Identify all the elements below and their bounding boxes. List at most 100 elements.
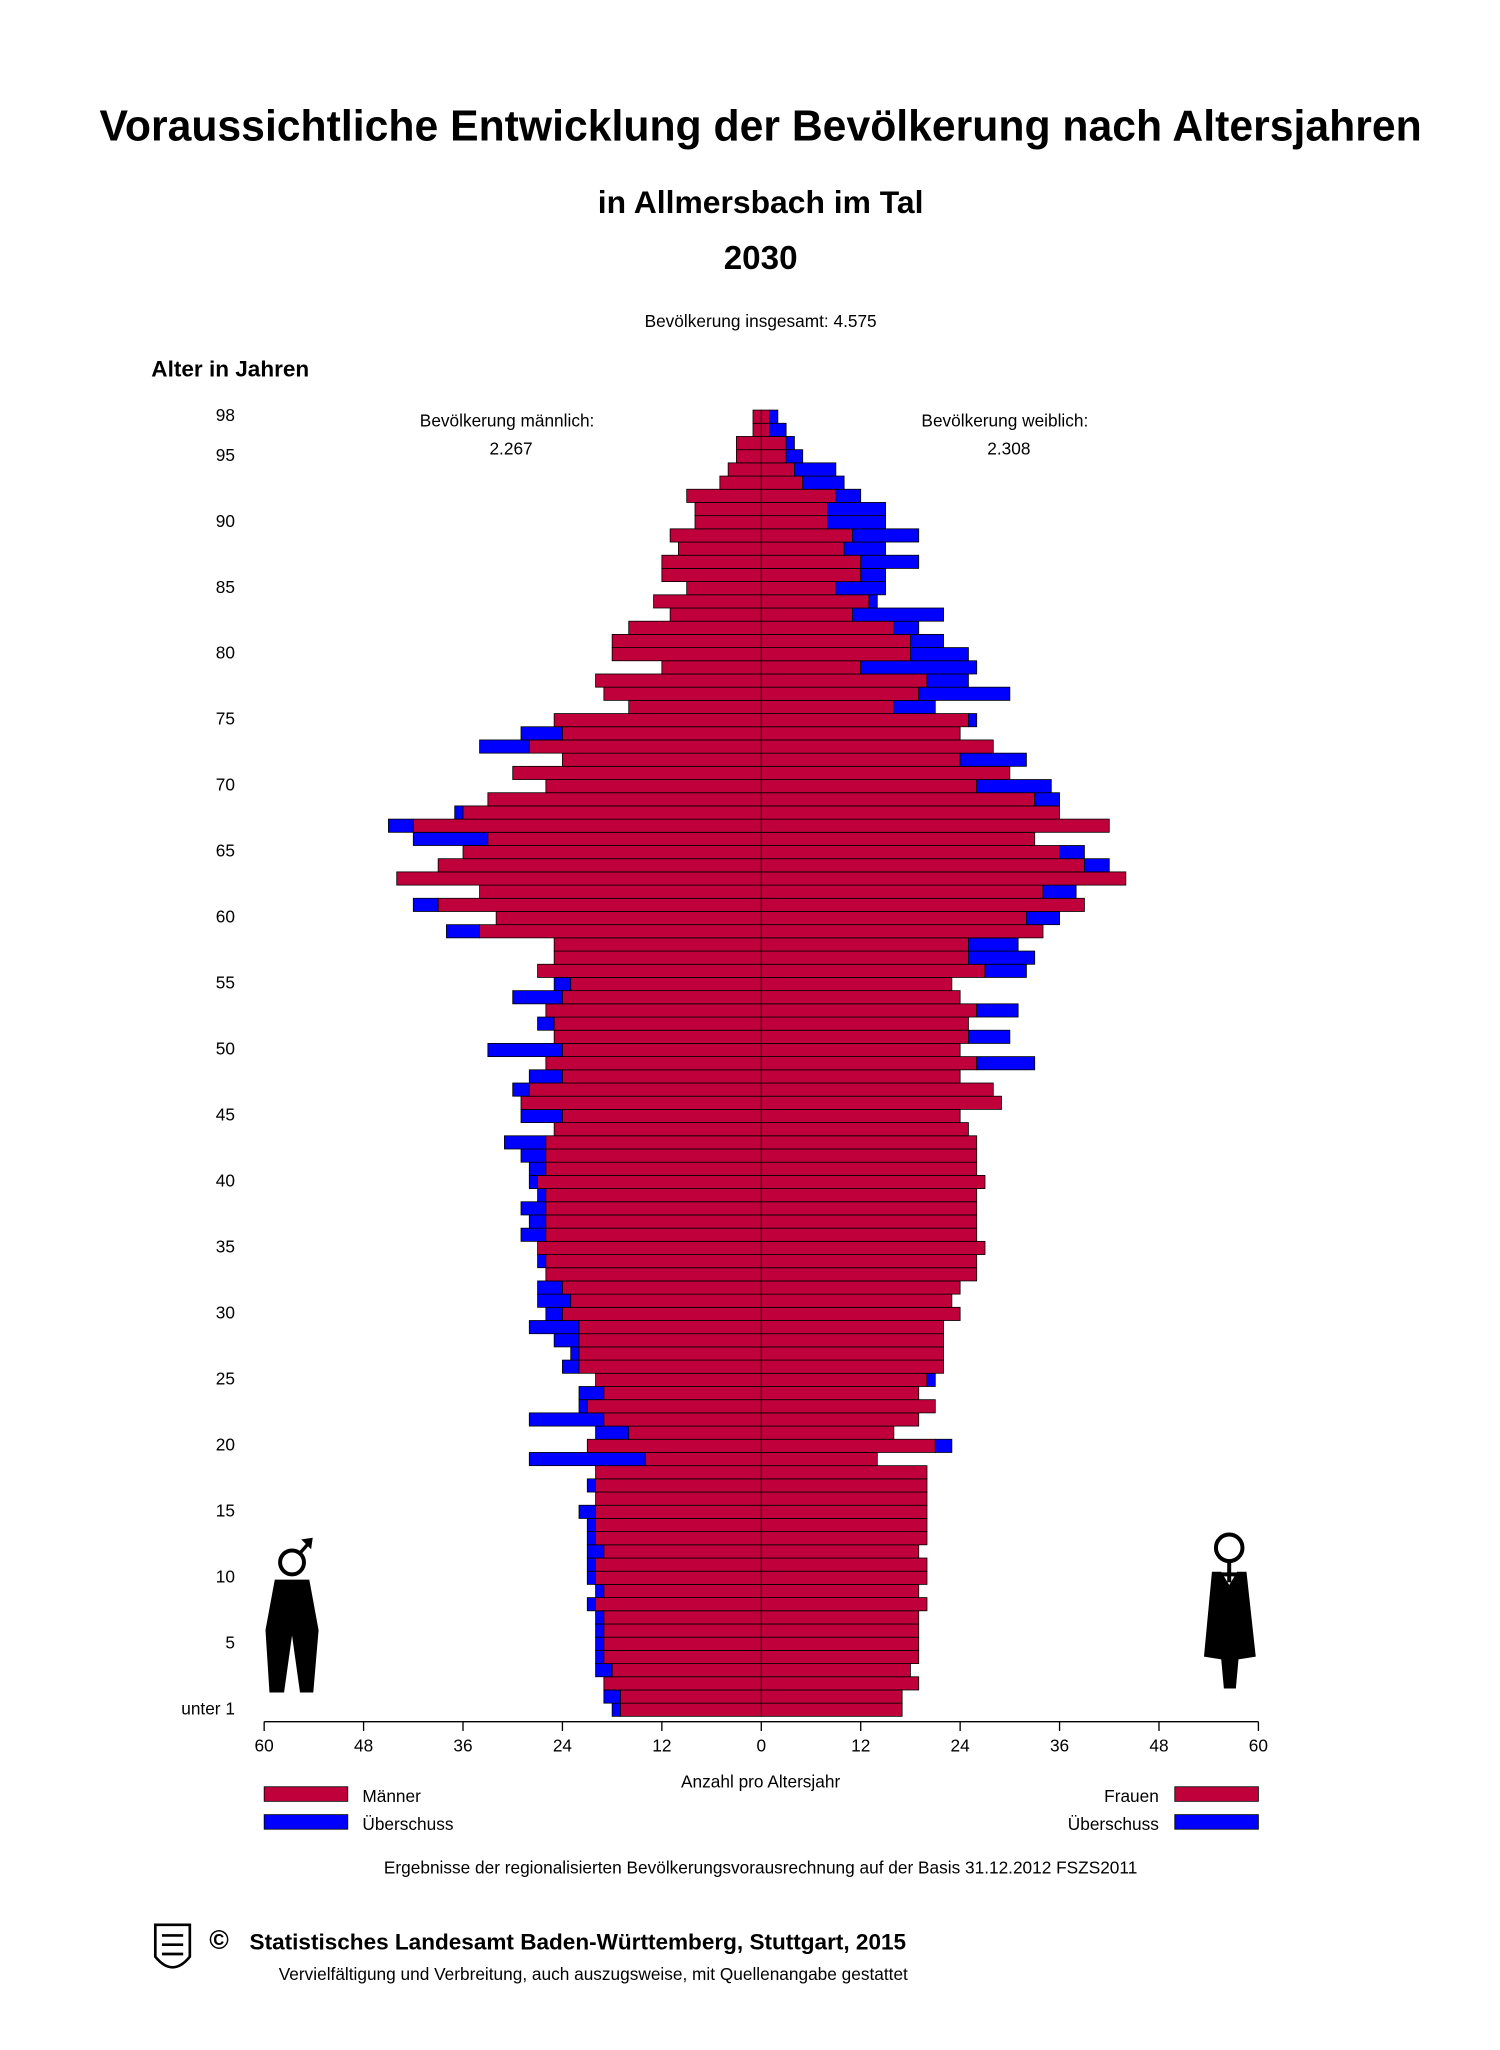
female-surplus-bar	[860, 554, 920, 569]
male-bar	[528, 739, 762, 754]
male-bar	[678, 541, 762, 556]
female-surplus-bar	[968, 937, 1019, 952]
male-bar	[661, 568, 762, 583]
female-bar	[760, 1584, 920, 1598]
female-bar	[760, 422, 770, 437]
male-bar	[669, 528, 762, 543]
female-surplus-bar	[968, 713, 978, 728]
male-bar	[545, 1161, 762, 1176]
male-bar	[545, 1227, 762, 1242]
y-tick-label: 10	[216, 1566, 235, 1586]
female-bar	[760, 1095, 1002, 1110]
male-surplus-bar	[504, 1135, 547, 1150]
male-bar	[595, 1597, 762, 1612]
male-bar	[736, 436, 762, 451]
female-surplus-bar	[926, 1372, 936, 1387]
male-surplus-bar	[446, 924, 480, 939]
female-bar	[760, 884, 1044, 899]
female-bar	[760, 937, 969, 952]
female-bar	[760, 726, 961, 741]
female-bar	[760, 1465, 928, 1480]
male-bar	[537, 1174, 762, 1189]
male-surplus-bar	[412, 831, 489, 846]
female-bar	[760, 620, 895, 635]
female-bar	[760, 1056, 978, 1071]
male-bar	[570, 1293, 762, 1308]
male-bar	[545, 1135, 762, 1150]
male-surplus-bar	[520, 1148, 547, 1163]
male-bar	[694, 515, 762, 530]
legend-swatch	[1174, 1814, 1259, 1830]
male-surplus-bar	[537, 1188, 547, 1203]
male-surplus-bar	[586, 1544, 605, 1559]
publisher: Statistisches Landesamt Baden-Württember…	[250, 1929, 907, 1954]
female-surplus-bar	[802, 475, 845, 490]
y-tick-label: 25	[216, 1368, 235, 1388]
y-axis-label: Alter in Jahren	[151, 356, 309, 381]
male-bar	[537, 1240, 762, 1255]
female-bar	[760, 1597, 928, 1612]
male-surplus-bar	[595, 1425, 630, 1440]
male-surplus-bar	[512, 1082, 530, 1097]
female-bar	[760, 647, 911, 662]
male-bar	[553, 1029, 762, 1044]
male-bar	[603, 1649, 762, 1664]
male-surplus-bar	[611, 1702, 621, 1717]
male-bar	[578, 1346, 762, 1361]
male-bar	[595, 673, 762, 688]
female-bar	[760, 1148, 978, 1163]
male-bar	[628, 620, 762, 635]
female-surplus-bar	[785, 449, 804, 464]
female-bar	[760, 568, 862, 583]
female-bar	[760, 1201, 978, 1216]
male-bar	[562, 1069, 762, 1084]
copyright-sign: ©	[209, 1925, 229, 1955]
male-surplus-bar	[528, 1069, 563, 1084]
female-surplus-bar	[1059, 845, 1085, 860]
male-bar	[595, 1372, 762, 1387]
male-surplus-bar	[586, 1557, 596, 1572]
y-tick-label: 75	[216, 709, 235, 729]
chart-subtitle: in Allmersbach im Tal	[598, 184, 924, 220]
total-label: Bevölkerung insgesamt: 4.575	[645, 311, 877, 331]
male-bar	[545, 1267, 762, 1282]
female-bar	[760, 1623, 920, 1638]
x-tick-label: 48	[1149, 1735, 1168, 1755]
male-bar	[595, 1491, 762, 1506]
male-surplus-bar	[479, 739, 530, 754]
male-bar	[545, 1214, 762, 1229]
male-bar	[562, 752, 762, 767]
male-bar	[487, 831, 762, 846]
male-surplus-bar	[578, 1504, 596, 1519]
male-bar	[661, 660, 762, 675]
female-surplus-bar	[893, 620, 920, 635]
x-tick-label: 24	[553, 1735, 573, 1755]
male-surplus-bar	[487, 1043, 563, 1058]
male-bar	[603, 1636, 762, 1651]
female-surplus-bar	[827, 502, 886, 517]
female-bar	[760, 1174, 986, 1189]
male-bar	[545, 1201, 762, 1216]
male-bar	[495, 911, 762, 926]
female-bar	[760, 1214, 978, 1229]
male-total-label: Bevölkerung männlich:	[420, 411, 595, 431]
female-bar	[760, 1636, 920, 1651]
male-bar	[545, 1148, 762, 1163]
female-surplus-bar	[918, 686, 1011, 701]
female-bar	[760, 515, 828, 530]
male-bar	[595, 1570, 762, 1585]
male-bar	[620, 1702, 762, 1717]
female-surplus-bar	[835, 581, 886, 596]
female-surplus-bar	[785, 436, 795, 451]
female-bar	[760, 1386, 920, 1401]
y-tick-label: 60	[216, 907, 235, 927]
male-bar	[752, 422, 762, 437]
female-bar	[760, 1306, 961, 1321]
male-bar	[603, 686, 762, 701]
male-surplus-bar	[553, 1333, 580, 1348]
male-bar	[562, 726, 762, 741]
male-surplus-bar	[412, 897, 439, 912]
female-bar	[760, 1504, 928, 1519]
male-surplus-bar	[537, 1254, 547, 1269]
